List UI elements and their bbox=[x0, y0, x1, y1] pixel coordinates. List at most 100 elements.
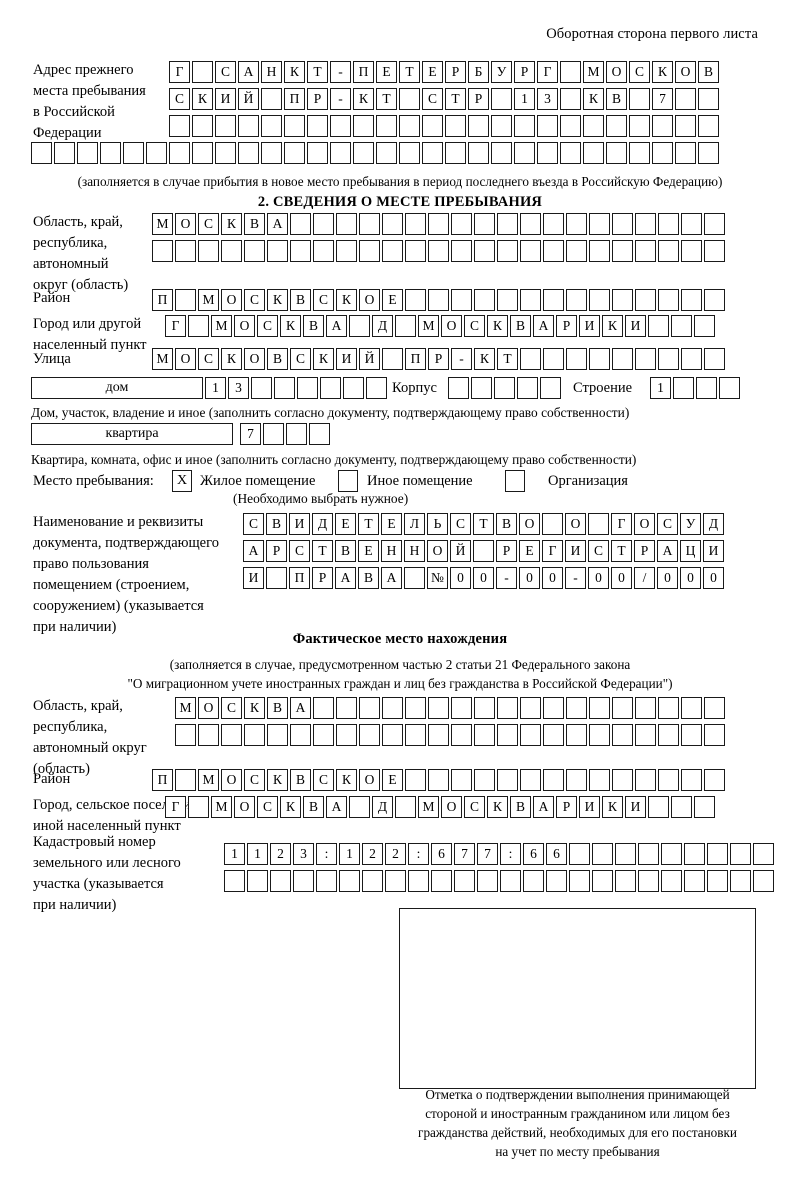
prev-address-cell-13[interactable]: Р bbox=[445, 61, 466, 83]
actual-region-cell-10[interactable] bbox=[382, 697, 403, 719]
city-cell-7[interactable]: В bbox=[303, 315, 324, 337]
region-cell-19[interactable] bbox=[566, 240, 587, 262]
city-cell-18[interactable]: Р bbox=[556, 315, 577, 337]
actual-city-cell-22[interactable] bbox=[648, 796, 669, 818]
actual-region-cell-11[interactable] bbox=[405, 724, 426, 746]
district-cell-11[interactable]: Е bbox=[382, 289, 403, 311]
prev-address-cell-18[interactable] bbox=[560, 61, 581, 83]
actual-city-cell-15[interactable]: К bbox=[487, 796, 508, 818]
cadastral-cell-18[interactable] bbox=[615, 870, 636, 892]
region-cell-18[interactable] bbox=[543, 213, 564, 235]
document-cell-2[interactable]: Р bbox=[266, 540, 287, 562]
region-cell-16[interactable] bbox=[497, 213, 518, 235]
prev-address-cell-20[interactable] bbox=[606, 115, 627, 137]
region-cell-14[interactable] bbox=[451, 240, 472, 262]
prev-address-cell-28[interactable] bbox=[652, 142, 673, 164]
cadastral-cell-1[interactable]: 1 bbox=[224, 843, 245, 865]
prev-address-cell-6[interactable] bbox=[284, 115, 305, 137]
region-cell-17[interactable] bbox=[520, 213, 541, 235]
street-cell-13[interactable]: Р bbox=[428, 348, 449, 370]
region-cell-13[interactable] bbox=[428, 213, 449, 235]
prev-address-cell-3[interactable] bbox=[77, 142, 98, 164]
actual-region-cell-9[interactable] bbox=[359, 724, 380, 746]
street-cell-4[interactable]: К bbox=[221, 348, 242, 370]
region-cell-12[interactable] bbox=[405, 213, 426, 235]
korpus-cell-3[interactable] bbox=[494, 377, 515, 399]
district-cell-9[interactable]: К bbox=[336, 289, 357, 311]
document-cell-5[interactable]: А bbox=[335, 567, 356, 589]
prev-address-cell-6[interactable] bbox=[146, 142, 167, 164]
document-cell-4[interactable]: Д bbox=[312, 513, 333, 535]
prev-address-cell-8[interactable] bbox=[192, 142, 213, 164]
document-cell-8[interactable]: Н bbox=[404, 540, 425, 562]
prev-address-cell-4[interactable] bbox=[238, 115, 259, 137]
region-cell-5[interactable] bbox=[244, 240, 265, 262]
prev-address-cell-15[interactable]: У bbox=[491, 61, 512, 83]
cadastral-cell-16[interactable] bbox=[569, 843, 590, 865]
district-cell-6[interactable]: К bbox=[267, 289, 288, 311]
prev-address-cell-11[interactable] bbox=[261, 142, 282, 164]
house-cell-1[interactable]: 1 bbox=[205, 377, 226, 399]
cadastral-cell-11[interactable]: 7 bbox=[454, 843, 475, 865]
district-cell-7[interactable]: В bbox=[290, 289, 311, 311]
document-cell-9[interactable]: № bbox=[427, 567, 448, 589]
house-cell-5[interactable] bbox=[297, 377, 318, 399]
actual-city-cell-1[interactable]: Г bbox=[165, 796, 186, 818]
street-cell-20[interactable] bbox=[589, 348, 610, 370]
actual-city-cell-14[interactable]: С bbox=[464, 796, 485, 818]
actual-region-cell-23[interactable] bbox=[681, 697, 702, 719]
region-cell-15[interactable] bbox=[474, 213, 495, 235]
prev-address-cell-14[interactable] bbox=[468, 115, 489, 137]
prev-address-cell-18[interactable] bbox=[560, 88, 581, 110]
flat-cells[interactable]: 7 bbox=[240, 423, 330, 445]
prev-address-cell-1[interactable]: Г bbox=[169, 61, 190, 83]
stay-option-residential-checkbox[interactable]: X bbox=[172, 470, 192, 492]
cadastral-cell-5[interactable]: : bbox=[316, 843, 337, 865]
actual-district-cell-16[interactable] bbox=[497, 769, 518, 791]
city-cell-19[interactable]: И bbox=[579, 315, 600, 337]
cadastral-cell-3[interactable]: 2 bbox=[270, 843, 291, 865]
region-cell-1[interactable]: М bbox=[152, 213, 173, 235]
document-cell-18[interactable]: / bbox=[634, 567, 655, 589]
region-cell-11[interactable] bbox=[382, 240, 403, 262]
document-cell-14[interactable]: 0 bbox=[542, 567, 563, 589]
document-cell-20[interactable]: 0 bbox=[680, 567, 701, 589]
street-cell-7[interactable]: С bbox=[290, 348, 311, 370]
prev-address-cell-24[interactable] bbox=[698, 88, 719, 110]
korpus-cell-4[interactable] bbox=[517, 377, 538, 399]
cadastral-cell-23[interactable] bbox=[730, 843, 751, 865]
actual-district-cell-4[interactable]: О bbox=[221, 769, 242, 791]
region-cell-12[interactable] bbox=[405, 240, 426, 262]
cadastral-row-2[interactable] bbox=[224, 870, 774, 892]
document-cell-12[interactable]: Р bbox=[496, 540, 517, 562]
document-cell-1[interactable]: А bbox=[243, 540, 264, 562]
prev-address-cell-7[interactable] bbox=[307, 115, 328, 137]
prev-address-cell-2[interactable] bbox=[192, 115, 213, 137]
actual-region-cell-24[interactable] bbox=[704, 724, 725, 746]
actual-region-cell-15[interactable] bbox=[497, 697, 518, 719]
cadastral-cell-9[interactable] bbox=[408, 870, 429, 892]
korpus-cell-1[interactable] bbox=[448, 377, 469, 399]
region-cell-22[interactable] bbox=[635, 213, 656, 235]
street-cell-10[interactable]: Й bbox=[359, 348, 380, 370]
document-cell-12[interactable]: - bbox=[496, 567, 517, 589]
district-cell-24[interactable] bbox=[681, 289, 702, 311]
flat-cell-3[interactable] bbox=[286, 423, 307, 445]
actual-district-cell-23[interactable] bbox=[658, 769, 679, 791]
prev-address-cell-1[interactable] bbox=[169, 115, 190, 137]
document-cell-19[interactable]: С bbox=[657, 513, 678, 535]
prev-address-cell-20[interactable] bbox=[468, 142, 489, 164]
region-cell-24[interactable] bbox=[681, 213, 702, 235]
actual-city-cell-24[interactable] bbox=[694, 796, 715, 818]
prev-address-cell-12[interactable] bbox=[284, 142, 305, 164]
cadastral-cell-16[interactable] bbox=[569, 870, 590, 892]
actual-city-cell-2[interactable] bbox=[188, 796, 209, 818]
stroenie-cell-4[interactable] bbox=[719, 377, 740, 399]
region-cell-11[interactable] bbox=[382, 213, 403, 235]
document-cell-16[interactable]: 0 bbox=[588, 567, 609, 589]
prev-address-cell-9[interactable] bbox=[215, 142, 236, 164]
document-cell-16[interactable]: С bbox=[588, 540, 609, 562]
cadastral-cell-21[interactable] bbox=[684, 843, 705, 865]
actual-city-cell-10[interactable]: Д bbox=[372, 796, 393, 818]
street-cell-6[interactable]: В bbox=[267, 348, 288, 370]
